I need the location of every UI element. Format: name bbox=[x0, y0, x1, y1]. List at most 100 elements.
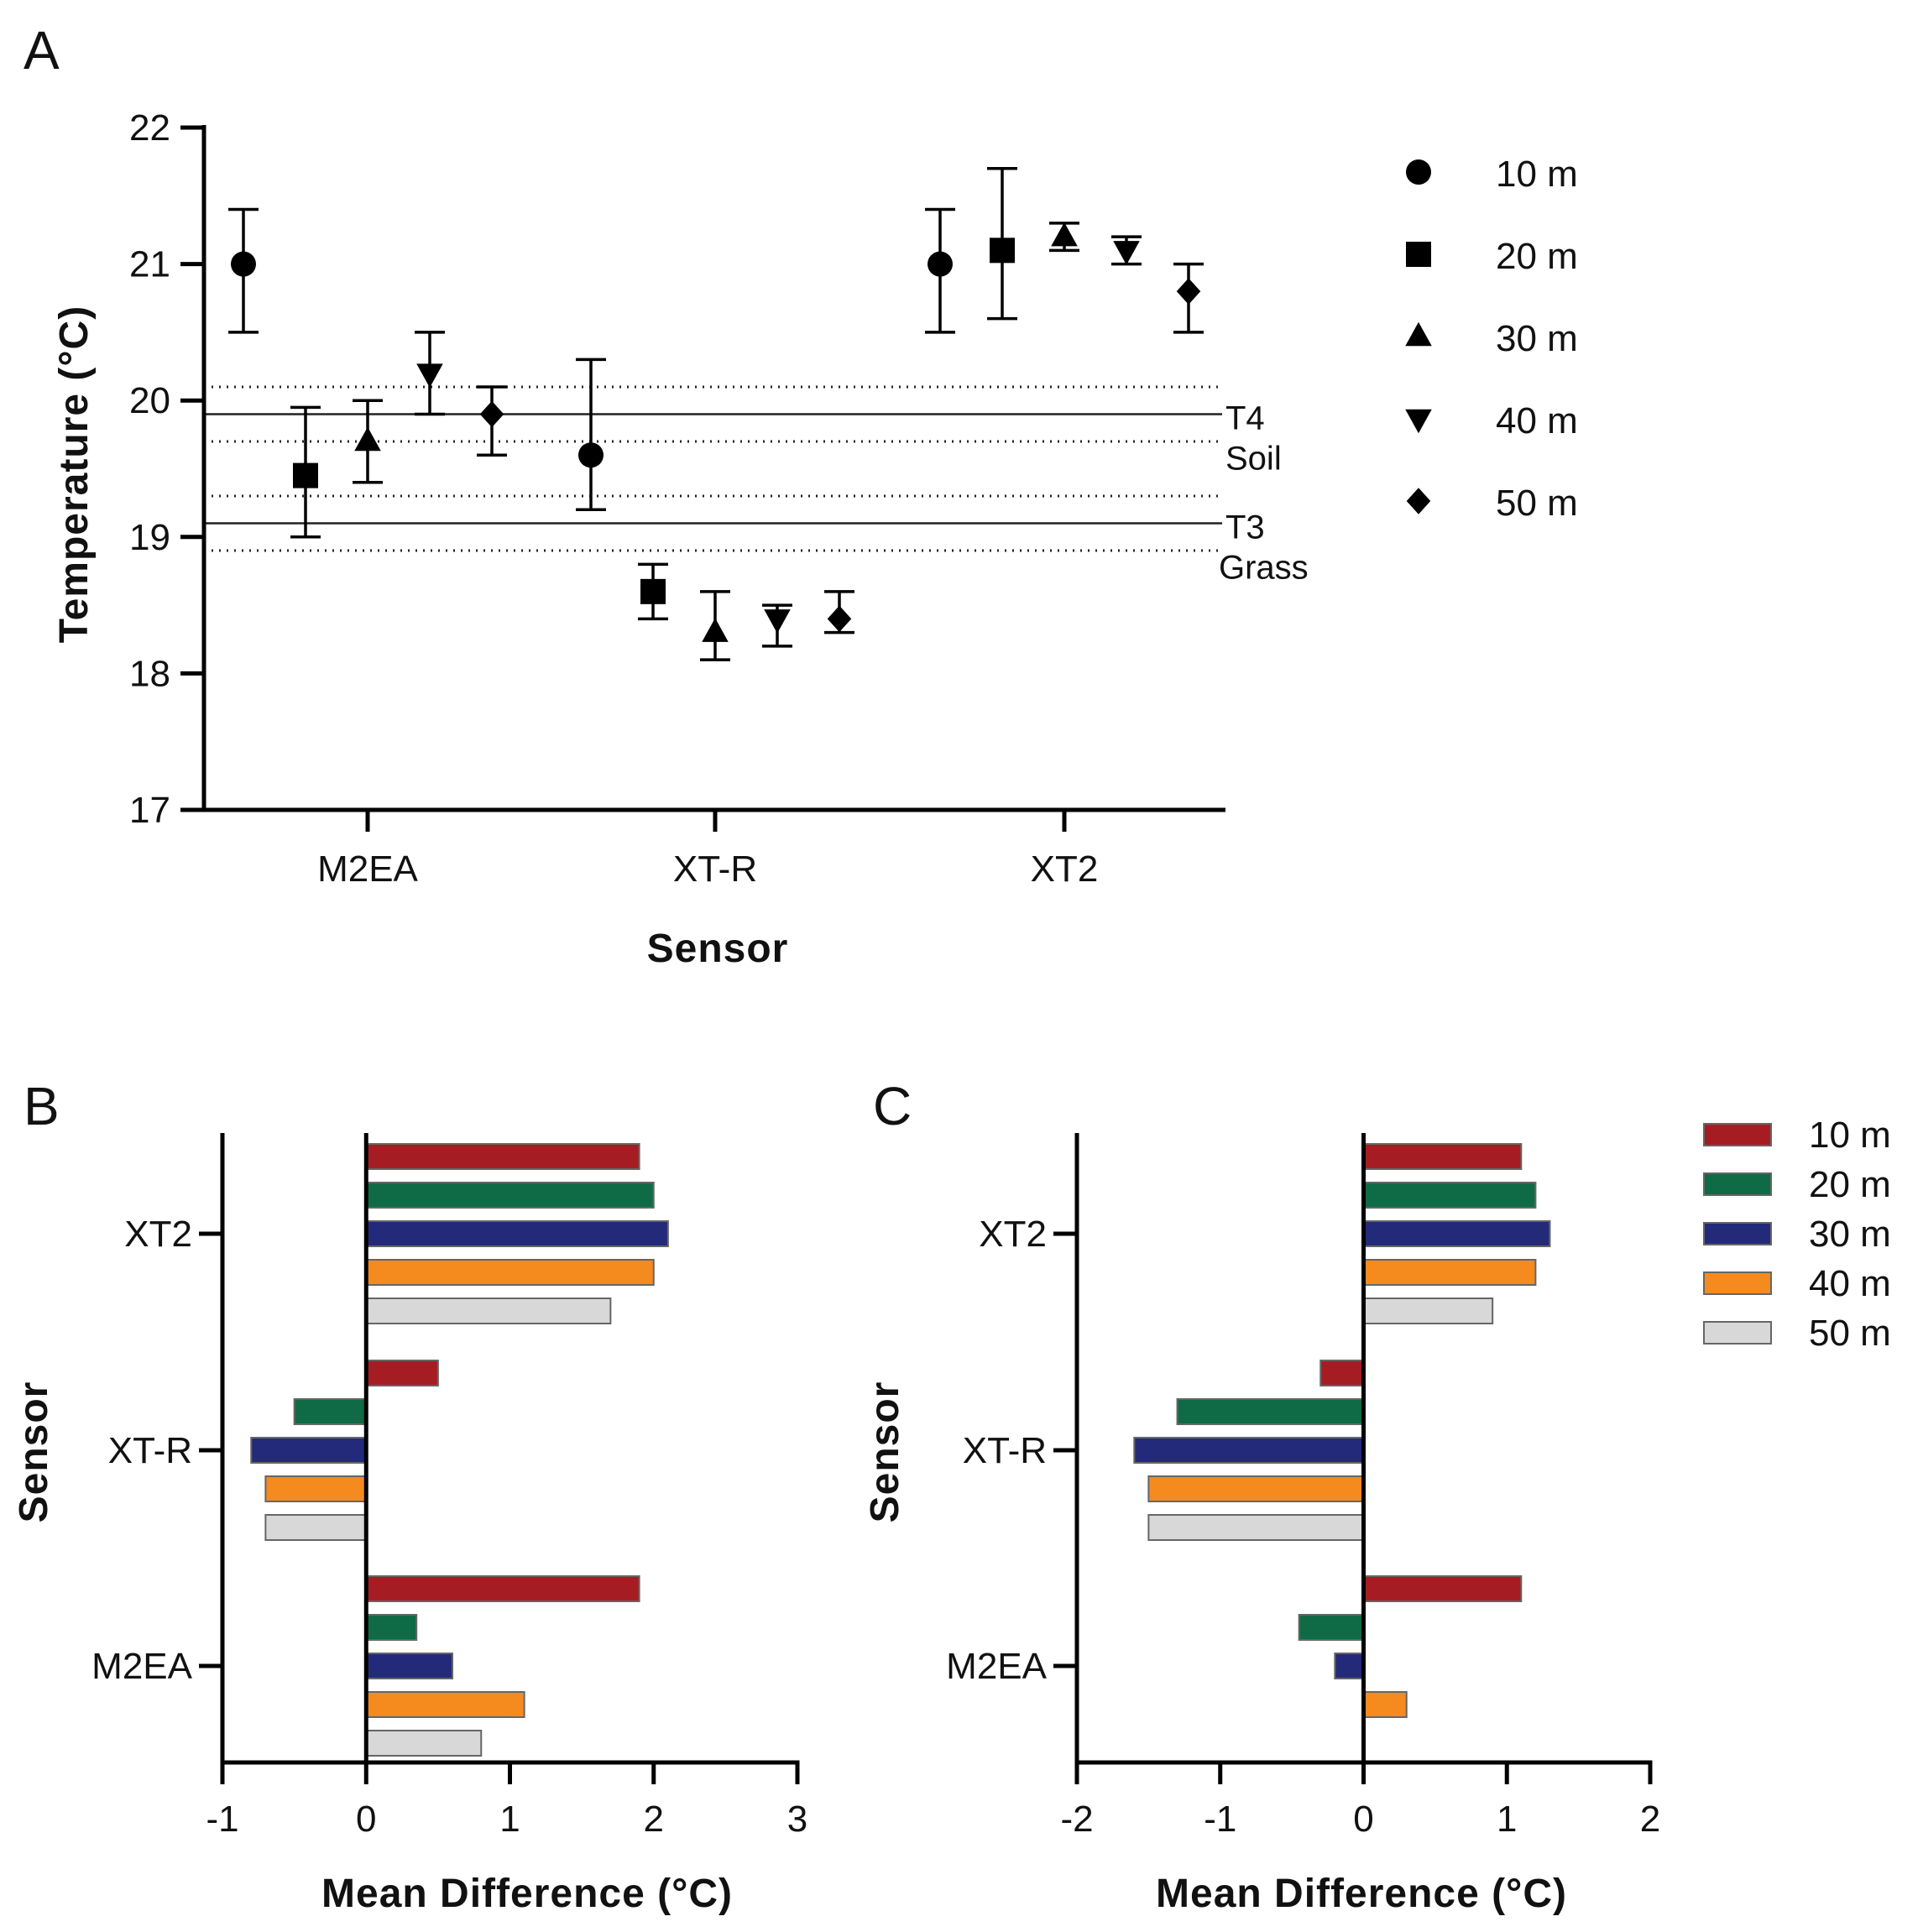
legend-label-40-m: 40 m bbox=[1496, 400, 1578, 441]
panel-b-x-axis-title: Mean Difference (°C) bbox=[321, 1872, 733, 1916]
bar-c-m2ea-30-m bbox=[1334, 1653, 1365, 1679]
point-20-m-xt-r bbox=[640, 578, 666, 604]
y-tick-label-xt2: XT2 bbox=[124, 1214, 192, 1255]
panel-a-y-axis-title: Temperature (°C) bbox=[52, 305, 97, 643]
point-50-m-xt2 bbox=[1176, 278, 1201, 305]
ref-sublabel-soil: Soil bbox=[1225, 440, 1282, 477]
point-40-m-m2ea bbox=[416, 363, 443, 388]
bar-c-xt2-40-m bbox=[1362, 1259, 1537, 1286]
legend-marker-40-m bbox=[1405, 409, 1432, 434]
panel-c-bar-marks bbox=[1133, 1143, 1551, 1718]
x-tick-label-1: -1 bbox=[206, 1799, 238, 1840]
y-tick-label-m2ea: M2EA bbox=[91, 1646, 192, 1687]
bar-b-xt-r-50-m bbox=[264, 1514, 368, 1541]
bar-b-m2ea-20-m bbox=[365, 1614, 418, 1641]
panel-b-y-axis-title: Sensor bbox=[12, 1381, 56, 1523]
x-tick-label-1: 1 bbox=[1497, 1799, 1517, 1840]
bar-b-xt2-30-m bbox=[365, 1220, 669, 1247]
legend-label-30-m: 30 m bbox=[1496, 318, 1578, 359]
bar-b-m2ea-40-m bbox=[365, 1691, 525, 1718]
bar-c-m2ea-40-m bbox=[1362, 1691, 1408, 1718]
x-tick-label-m2ea: M2EA bbox=[317, 849, 418, 890]
bar-b-m2ea-10-m bbox=[365, 1575, 640, 1602]
x-tick-label-2: -2 bbox=[1060, 1799, 1093, 1840]
x-tick-label-2: 2 bbox=[644, 1799, 664, 1840]
point-40-m-xt-r bbox=[764, 609, 791, 634]
x-tick-label-1: 1 bbox=[499, 1799, 520, 1840]
x-tick-label-3: 3 bbox=[787, 1799, 807, 1840]
x-tick-label-0: 0 bbox=[356, 1799, 376, 1840]
y-tick-label-xt2: XT2 bbox=[979, 1214, 1047, 1255]
y-tick-label-22: 22 bbox=[129, 107, 170, 149]
y-tick-label-xt-r: XT-R bbox=[108, 1430, 192, 1471]
bar-c-xt-r-10-m bbox=[1319, 1360, 1365, 1386]
bar-b-m2ea-30-m bbox=[365, 1653, 453, 1679]
panel-b-axes: -1 0 1 2 3 XT2 XT-R M2EA bbox=[91, 1133, 807, 1840]
bar-c-xt2-20-m bbox=[1362, 1182, 1537, 1209]
panel-a-legend: 10 m 20 m 30 m 40 m 50 m bbox=[1405, 154, 1578, 524]
bar-b-xt2-50-m bbox=[365, 1298, 612, 1324]
x-tick-label-0: 0 bbox=[1353, 1799, 1373, 1840]
legend-swatch-30-m bbox=[1703, 1222, 1772, 1245]
bar-c-xt-r-20-m bbox=[1176, 1398, 1365, 1425]
bar-c-xt-r-50-m bbox=[1147, 1514, 1365, 1541]
legend-label-40-m: 40 m bbox=[1809, 1263, 1891, 1304]
bar-c-m2ea-10-m bbox=[1362, 1575, 1523, 1602]
point-10-m-m2ea bbox=[231, 251, 256, 277]
legend-label-30-m: 30 m bbox=[1809, 1214, 1891, 1255]
point-30-m-xt-r bbox=[702, 618, 729, 642]
bar-c-xt2-10-m bbox=[1362, 1143, 1523, 1170]
point-40-m-xt2 bbox=[1113, 241, 1140, 265]
point-30-m-m2ea bbox=[354, 426, 381, 452]
bar-b-xt2-10-m bbox=[365, 1143, 640, 1170]
panel-letter-a: A bbox=[24, 20, 60, 81]
panel-c-axes: -2 -1 0 1 2 XT2 XT-R M2EA bbox=[946, 1133, 1660, 1840]
bar-b-xt2-40-m bbox=[365, 1259, 655, 1286]
point-10-m-xt2 bbox=[928, 251, 953, 277]
bar-b-xt-r-30-m bbox=[250, 1437, 368, 1464]
y-tick-label-18: 18 bbox=[129, 653, 170, 694]
point-50-m-xt-r bbox=[827, 605, 852, 633]
bar-c-xt2-50-m bbox=[1362, 1298, 1494, 1324]
panel-c-x-axis-title: Mean Difference (°C) bbox=[1156, 1872, 1567, 1916]
legend-marker-20-m bbox=[1406, 242, 1431, 267]
panel-a-scatter: T4 Soil T3 Grass 17 18 19 20 21 22 M2EA XT-R XT2 Se… bbox=[52, 107, 1578, 971]
legend-swatch-40-m bbox=[1703, 1271, 1772, 1295]
y-tick-label-20: 20 bbox=[129, 380, 170, 421]
bar-b-xt-r-40-m bbox=[264, 1475, 368, 1502]
y-tick-label-19: 19 bbox=[129, 517, 170, 558]
ref-sublabel-grass: Grass bbox=[1219, 550, 1309, 587]
legend-label-50-m: 50 m bbox=[1496, 483, 1578, 524]
y-tick-label-17: 17 bbox=[129, 790, 170, 831]
legend-label-20-m: 20 m bbox=[1496, 236, 1578, 277]
panel-letter-c: C bbox=[873, 1076, 912, 1136]
x-tick-label-xt2: XT2 bbox=[1031, 849, 1099, 890]
panel-a-axes: 17 18 19 20 21 22 M2EA XT-R XT2 bbox=[129, 107, 1225, 890]
bar-c-xt2-30-m bbox=[1362, 1220, 1551, 1247]
panel-b-bar-marks bbox=[250, 1143, 669, 1757]
y-tick-label-21: 21 bbox=[129, 244, 170, 285]
y-tick-label-m2ea: M2EA bbox=[946, 1646, 1047, 1687]
bar-b-xt2-20-m bbox=[365, 1182, 655, 1209]
bar-b-xt-r-10-m bbox=[365, 1360, 439, 1386]
legend-label-10-m: 10 m bbox=[1496, 154, 1578, 195]
point-20-m-m2ea bbox=[293, 462, 318, 488]
ref-label-t4: T4 bbox=[1225, 399, 1265, 436]
legend-label-20-m: 20 m bbox=[1809, 1164, 1891, 1205]
x-tick-label-xt-r: XT-R bbox=[673, 849, 757, 890]
panel-a-points bbox=[228, 167, 1204, 661]
panel-c-y-axis-title: Sensor bbox=[863, 1381, 907, 1523]
x-tick-label-1: -1 bbox=[1204, 1799, 1236, 1840]
bar-c-xt-r-40-m bbox=[1147, 1475, 1365, 1502]
point-30-m-xt2 bbox=[1051, 222, 1078, 247]
bar-b-m2ea-50-m bbox=[365, 1730, 483, 1757]
legend-marker-50-m bbox=[1406, 488, 1431, 514]
panel-b-bars: -1 0 1 2 3 XT2 XT-R M2EA Mean Difference (°C) S… bbox=[12, 1133, 807, 1916]
x-tick-label-2: 2 bbox=[1640, 1799, 1660, 1840]
legend-marker-30-m bbox=[1405, 321, 1432, 347]
panel-a-x-axis-title: Sensor bbox=[647, 927, 789, 971]
y-tick-label-xt-r: XT-R bbox=[963, 1430, 1047, 1471]
legend-swatch-50-m bbox=[1703, 1321, 1772, 1345]
